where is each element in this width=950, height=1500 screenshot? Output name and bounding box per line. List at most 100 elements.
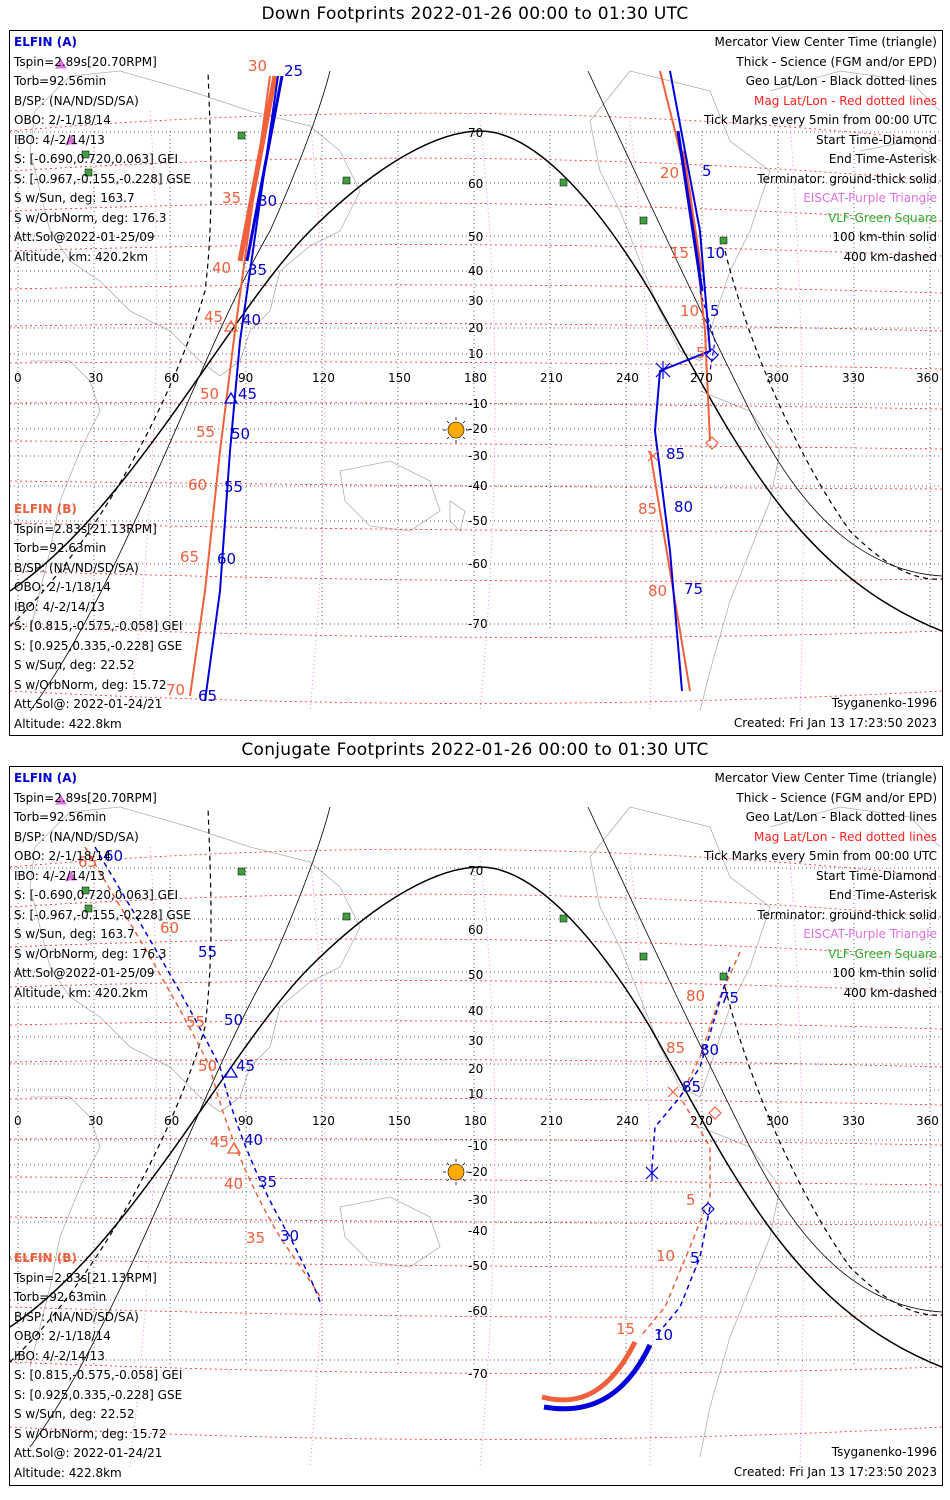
legend-conj: Mercator View Center Time (triangle) Thi…: [704, 769, 937, 1003]
elfin-b-info-conj: ELFIN (B) Tspin=2.83s[21.13RPM] Torb=92.…: [14, 1249, 182, 1483]
elfin-a-line: S w/Sun, deg: 163.7: [14, 927, 135, 941]
tick-label: 45: [210, 1133, 229, 1151]
legend-line: 400 km-dashed: [843, 985, 937, 1000]
lat-label: 10: [468, 1087, 483, 1101]
b-ticks-left-conj: 65 60 55 50 45 40 35: [78, 853, 265, 1247]
elfin-a-science-conj: [543, 1343, 653, 1412]
tick-label: 65: [198, 687, 217, 705]
b-ticks-left: 30 35 40 45 50 55 60 65 70: [166, 57, 267, 699]
elfin-a-line: OBO: 2/-1/18/14: [14, 849, 111, 863]
elfin-a-line: IBO: 4/-2/14/13: [14, 132, 105, 147]
tick-label: 45: [238, 385, 257, 403]
elfin-b-line: Att.Sol@: 2022-01-24/21: [14, 697, 163, 711]
tick-label: 60: [217, 550, 236, 568]
legend-line: 100 km-thin solid: [832, 230, 937, 244]
elfin-b-line: Tspin=2.83s[21.13RPM]: [14, 1270, 157, 1285]
model-label: Tsyganenko-1996: [831, 696, 937, 710]
elfin-a-line: S w/OrbNorm, deg: 176.3: [14, 210, 167, 225]
tick-label: 80: [648, 582, 667, 600]
tick-label: 5: [686, 1191, 696, 1209]
terminator-100km: [29, 70, 331, 712]
lon-labels: 0 30 60 90 120 150 180 210 240 270 300 3…: [14, 1114, 939, 1128]
elfin-b-line: IBO: 4/-2/14/13: [14, 1348, 105, 1363]
mag-grid: [10, 848, 942, 1440]
elfin-b-line: OBO: 2/-1/18/14: [14, 1329, 111, 1343]
elfin-b-line: B/SP: (NA/ND/SD/SA): [14, 560, 139, 575]
legend-line: 400 km-dashed: [843, 249, 937, 264]
elfin-a-line: Tspin=2.89s[20.70RPM]: [14, 54, 157, 69]
lon-label: 0: [14, 1114, 22, 1128]
elfin-b-line: S w/OrbNorm, deg: 15.72: [14, 677, 167, 692]
tick-label: 40: [224, 1175, 243, 1193]
terminator-100km-right: [587, 806, 942, 1313]
legend-line: End Time-Asterisk: [828, 888, 937, 902]
tick-label: 45: [236, 1057, 255, 1075]
tick-label: 50: [231, 425, 250, 443]
elfin-b-line: S: [0.815,-0.575,-0.058] GEI: [14, 619, 183, 633]
elfin-b-end-asterisk: [647, 450, 659, 462]
legend-line: EISCAT-Purple Triangle: [803, 191, 937, 205]
elfin-b-line: Altitude: 422.8km: [14, 716, 122, 731]
down-map: 0 30 60 90 120 150 180 210 240 270 300 3…: [10, 57, 942, 712]
lat-label: -60: [468, 1304, 488, 1318]
lat-label: 50: [468, 968, 483, 982]
lon-label: 240: [616, 1114, 639, 1128]
eiscat-triangle-2: [65, 135, 77, 145]
tick-label: 15: [670, 244, 689, 262]
tick-label: 40: [244, 1131, 263, 1149]
tick-label: 50: [224, 1011, 243, 1029]
tick-label: 80: [686, 987, 705, 1005]
legend: Mercator View Center Time (triangle) Thi…: [704, 33, 937, 267]
eiscat-triangle: [55, 795, 67, 805]
elfin-b-line: Att.Sol@: 2022-01-24/21: [14, 1446, 163, 1460]
lon-label: 360: [916, 371, 939, 385]
legend-line: Geo Lat/Lon - Black dotted lines: [745, 810, 937, 824]
elfin-a-line: Torb=92.56min: [14, 810, 107, 824]
elfin-b-line: Torb=92.63min: [14, 541, 107, 555]
conjugate-map: 0 30 60 90 120 150 180 210 240 270 300 3…: [10, 795, 942, 1468]
legend-line: Mag Lat/Lon - Red dotted lines: [753, 829, 937, 844]
elfin-b-track-left: [189, 75, 271, 697]
tick-label: 5: [702, 162, 712, 180]
tick-label: 65: [180, 548, 199, 566]
tick-label: 80: [700, 1041, 719, 1059]
lon-label: 240: [616, 371, 639, 385]
tick-label: 35: [222, 189, 241, 207]
a-ticks-left-conj: 60 55 50 45 40 35 30: [104, 847, 299, 1245]
tick-label: 45: [204, 308, 223, 326]
lat-label: -40: [468, 479, 488, 493]
legend-line: Mercator View Center Time (triangle): [714, 771, 937, 785]
elfin-a-line: Altitude, km: 420.2km: [14, 249, 149, 264]
tick-label: 55: [224, 478, 243, 496]
vlf-stations: [81, 867, 728, 981]
tick-label: 85: [638, 500, 657, 518]
elfin-a-line: Att.Sol@2022-01-25/09: [14, 230, 155, 244]
tick-label: 40: [212, 259, 231, 277]
lat-label: 70: [468, 864, 483, 878]
mag-meridians: [129, 846, 804, 1468]
lat-label: 40: [468, 1004, 483, 1018]
vlf-stations: [81, 131, 728, 245]
elfin-a-conj-left: [94, 846, 321, 1303]
lon-label: 120: [312, 371, 335, 385]
lat-labels: 70 60 50 40 30 20 10 -10 -20 -30 -40 -50…: [468, 126, 488, 631]
tick-label: 75: [684, 580, 703, 598]
elfin-a-line: S w/Sun, deg: 163.7: [14, 191, 135, 205]
elfin-a-start-diamond: [701, 1202, 715, 1216]
lat-label: -20: [468, 422, 488, 436]
a-ticks-right: 5 10 5 85 80 75: [666, 162, 725, 598]
lon-label: 30: [88, 1114, 103, 1128]
tick-label: 85: [666, 445, 685, 463]
elfin-a-line: S: [-0.690,0.720,0.063] GEI: [14, 152, 179, 166]
tick-label: 50: [198, 1057, 217, 1075]
tick-label: 25: [284, 62, 303, 80]
eiscat-triangle-2: [65, 871, 77, 881]
lat-label: -10: [468, 397, 488, 411]
a-ticks-right-conj: 75 80 85 5 10: [654, 989, 739, 1344]
legend-line: Thick - Science (FGM and/or EPD): [736, 790, 937, 805]
legend-line: End Time-Asterisk: [828, 152, 937, 166]
tick-label: 85: [666, 1039, 685, 1057]
tick-label: 5: [696, 344, 706, 362]
continent-outlines: [29, 70, 941, 712]
tick-label: 10: [654, 1326, 673, 1344]
